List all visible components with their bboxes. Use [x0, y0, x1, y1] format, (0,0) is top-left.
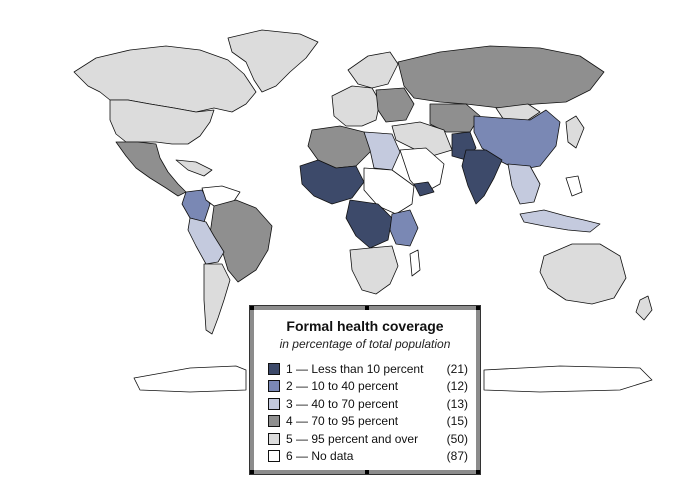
region-united-states [109, 99, 215, 145]
legend-item: 1 — Less than 10 percent (21) [268, 360, 468, 378]
region-eastern-europe [375, 87, 415, 123]
region-china [473, 109, 561, 171]
resize-handle [365, 306, 369, 310]
region-peru-bolivia [187, 217, 225, 265]
region-caribbean [175, 159, 213, 177]
region-central-africa [345, 199, 393, 249]
region-greenland [227, 29, 319, 93]
region-antarctica-east [483, 365, 653, 393]
legend-swatch [268, 450, 280, 463]
legend-title: Formal health coverage [286, 318, 444, 334]
region-mainland-southeast-asia [507, 163, 541, 205]
legend-count: (21) [446, 361, 468, 376]
resize-handle [365, 470, 369, 474]
legend-box: Formal health coverage in percentage of … [249, 305, 481, 475]
region-sudan-horn [363, 167, 415, 215]
legend-swatch [268, 362, 280, 375]
region-southern-africa [349, 245, 399, 295]
legend-label: 6 — No data [286, 449, 354, 464]
legend-count: (13) [446, 396, 468, 411]
legend-count: (87) [446, 449, 468, 464]
legend-label: 1 — Less than 10 percent [286, 361, 424, 376]
region-new-zealand [635, 295, 653, 321]
region-russia [397, 45, 605, 109]
legend-subtitle: in percentage of total population [279, 337, 451, 351]
legend-label: 3 — 40 to 70 percent [286, 396, 399, 411]
legend-count: (50) [446, 431, 468, 446]
legend-swatch [268, 415, 280, 428]
legend-item: 5 — 95 percent and over (50) [268, 430, 468, 448]
region-antarctica [133, 365, 247, 393]
region-western-europe [331, 85, 381, 127]
resize-handle [476, 306, 480, 310]
legend-item: 6 — No data (87) [268, 448, 468, 466]
resize-handle [250, 306, 254, 310]
legend-swatch [268, 397, 280, 410]
region-arabian-peninsula [399, 147, 445, 195]
legend-label: 5 — 95 percent and over [286, 431, 419, 446]
region-chile-argentina [203, 263, 231, 335]
legend-label: 4 — 70 to 95 percent [286, 414, 399, 429]
legend-list: 1 — Less than 10 percent (21) 2 — 10 to … [268, 360, 468, 465]
legend-swatch [268, 432, 280, 445]
region-east-africa [389, 209, 419, 247]
region-madagascar [409, 249, 421, 277]
region-philippines [565, 175, 583, 197]
region-scandinavia [347, 51, 399, 89]
region-india [461, 149, 503, 205]
legend-item: 3 — 40 to 70 percent (13) [268, 395, 468, 413]
legend-swatch [268, 380, 280, 393]
region-turkey-iran [391, 121, 453, 157]
region-japan-korea [565, 115, 585, 149]
region-yemen [413, 181, 435, 197]
resize-handle [476, 470, 480, 474]
region-sahel-west-africa [299, 159, 365, 205]
region-indonesia [519, 209, 601, 233]
legend-count: (15) [446, 414, 468, 429]
region-australia [539, 243, 627, 305]
region-canada-alaska [73, 45, 257, 113]
legend-count: (12) [446, 379, 468, 394]
legend-label: 2 — 10 to 40 percent [286, 379, 399, 394]
resize-handle [250, 470, 254, 474]
legend-item: 2 — 10 to 40 percent (12) [268, 378, 468, 396]
region-mexico-central-america [115, 141, 187, 197]
legend-item: 4 — 70 to 95 percent (15) [268, 413, 468, 431]
